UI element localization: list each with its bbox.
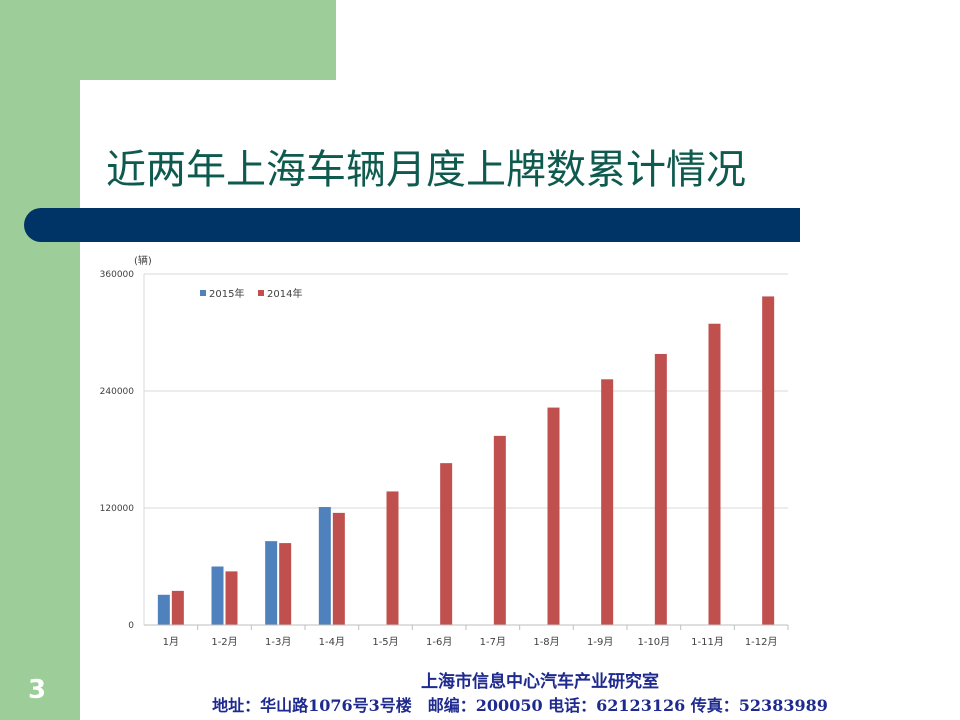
- bar-2015: [211, 566, 224, 625]
- x-tick-label: 1-10月: [637, 636, 670, 648]
- title-underline-bar: [24, 208, 800, 242]
- x-tick-label: 1-3月: [265, 636, 291, 648]
- bar-2014: [279, 543, 292, 625]
- legend-label: 2014年: [267, 287, 302, 300]
- y-tick-label: 0: [128, 621, 134, 631]
- slide-title: 近两年上海车辆月度上牌数累计情况: [106, 147, 746, 193]
- x-tick-label: 1-5月: [372, 636, 398, 648]
- bar-2014: [386, 491, 399, 625]
- y-tick-label: 120000: [100, 504, 135, 514]
- bar-2015: [265, 541, 278, 625]
- bar-2014: [601, 379, 614, 625]
- footer-organization: 上海市信息中心汽车产业研究室: [421, 672, 659, 692]
- left-decor-band: [0, 0, 80, 720]
- bar-2014: [171, 590, 184, 625]
- legend-swatch: [258, 290, 264, 296]
- y-tick-label: 240000: [100, 387, 135, 397]
- bar-2014: [332, 512, 345, 625]
- legend-swatch: [200, 290, 206, 296]
- legend-label: 2015年: [209, 287, 244, 300]
- bar-2015: [157, 594, 170, 625]
- bar-chart: 0 120000 240000 360000 (辆) 1月 1-2月 1-3月 1-4月 1-5月…: [96, 250, 796, 660]
- x-tick-label: 1-8月: [533, 636, 559, 648]
- y-unit-label: (辆): [134, 254, 152, 267]
- bar-2014: [708, 323, 721, 625]
- bar-2014: [547, 407, 560, 625]
- x-tick-label: 1-6月: [426, 636, 452, 648]
- x-tick-label: 1月: [163, 636, 179, 648]
- bar-2014: [654, 353, 667, 625]
- x-tick-label: 1-4月: [319, 636, 345, 648]
- x-tick-label: 1-11月: [691, 636, 724, 648]
- bar-2014: [440, 463, 453, 625]
- bar-2015: [318, 507, 331, 625]
- x-tick-label: 1-12月: [745, 636, 778, 648]
- bar-2014: [493, 435, 506, 625]
- x-tick-label: 1-2月: [211, 636, 237, 648]
- bar-2014: [225, 571, 238, 625]
- bar-2014: [762, 296, 775, 625]
- top-decor-band: [80, 0, 336, 80]
- x-tick-label: 1-7月: [480, 636, 506, 648]
- slide-number: 3: [28, 675, 47, 705]
- x-tick-label: 1-9月: [587, 636, 613, 648]
- bar-chart-svg: 0 120000 240000 360000 (辆) 1月 1-2月 1-3月 1-4月 1-5月…: [100, 254, 789, 648]
- y-tick-label: 360000: [100, 270, 135, 280]
- footer-address: 地址：华山路1076号3号楼 邮编：200050 电话：62123126 传真：…: [212, 696, 828, 715]
